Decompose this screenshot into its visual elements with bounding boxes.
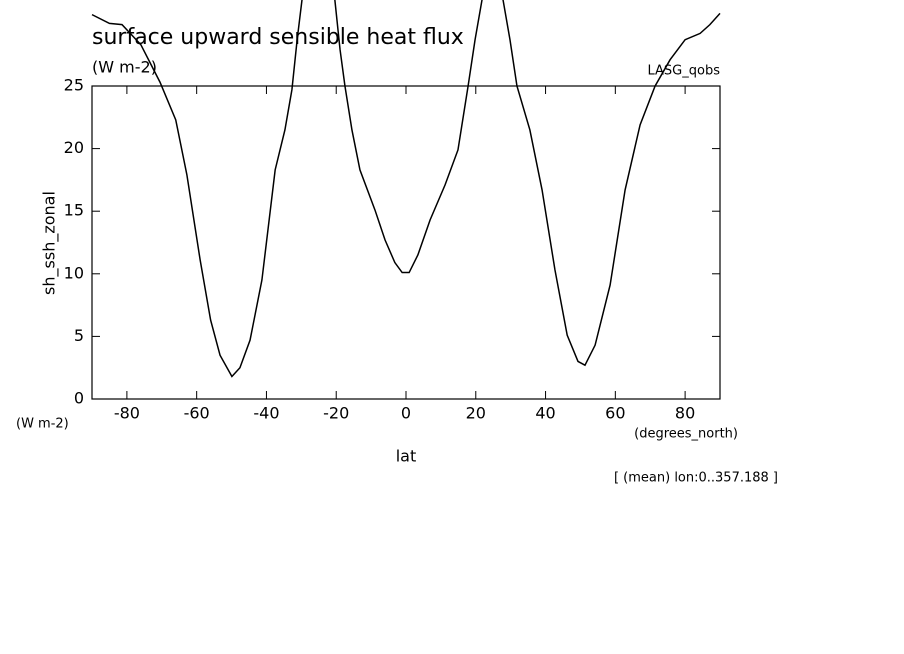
y-tick-label: 10 bbox=[64, 263, 84, 282]
x-units: (degrees_north) bbox=[634, 427, 738, 442]
x-tick-label: 20 bbox=[466, 404, 486, 423]
x-tick-label: -80 bbox=[114, 404, 140, 423]
y-tick-label: 20 bbox=[64, 138, 84, 157]
y-tick-label: 5 bbox=[74, 326, 84, 345]
x-tick-label: 0 bbox=[401, 404, 411, 423]
x-tick-label: 40 bbox=[535, 404, 555, 423]
x-tick-label: 80 bbox=[675, 404, 695, 423]
y-axis-label: sh_ssh_zonal bbox=[40, 191, 60, 295]
annotation: [ (mean) lon:0..357.188 ] bbox=[614, 471, 778, 486]
data-line bbox=[91, 0, 721, 378]
y-tick-label: 15 bbox=[64, 201, 84, 220]
y-tick-label: 0 bbox=[74, 389, 84, 408]
y-units: (W m-2) bbox=[16, 417, 69, 432]
x-tick-label: -20 bbox=[323, 404, 349, 423]
subtitle: (W m-2) bbox=[92, 58, 157, 77]
y-tick-label: 25 bbox=[64, 76, 84, 95]
chart-title: surface upward sensible heat flux bbox=[92, 25, 464, 50]
x-tick-label: -60 bbox=[184, 404, 210, 423]
x-axis-label: lat bbox=[396, 447, 417, 466]
x-tick-label: 60 bbox=[605, 404, 625, 423]
x-tick-label: -40 bbox=[253, 404, 279, 423]
dataset-label: LASG_qobs bbox=[648, 64, 721, 79]
